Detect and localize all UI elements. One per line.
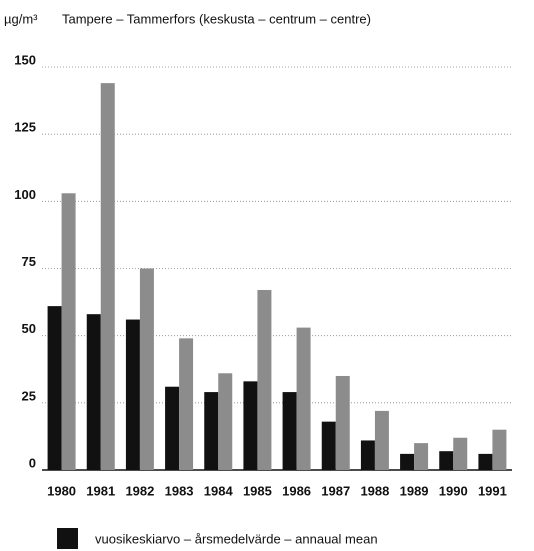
bar [179, 338, 194, 470]
bar [296, 327, 311, 470]
bar [400, 453, 415, 470]
bar [165, 386, 180, 470]
x-tick-label: 1985 [243, 483, 272, 498]
bar [492, 429, 507, 470]
bar [61, 193, 76, 471]
bar [47, 306, 62, 470]
bar [453, 437, 468, 470]
y-tick-label: 125 [14, 120, 36, 135]
bar [86, 314, 101, 470]
x-tick-label: 1988 [360, 483, 389, 498]
x-tick-label: 1987 [321, 483, 350, 498]
x-tick-label: 1991 [478, 483, 507, 498]
x-tick-label: 1983 [165, 483, 194, 498]
x-tick-label: 1990 [439, 483, 468, 498]
bar [125, 319, 140, 470]
bar [414, 443, 429, 470]
x-tick-label: 1980 [47, 483, 76, 498]
bar [360, 440, 375, 470]
bar [439, 451, 454, 470]
legend-swatch [57, 528, 78, 549]
bar [218, 373, 233, 470]
y-tick-label: 75 [22, 254, 36, 269]
x-tick-label: 1986 [282, 483, 311, 498]
bar [243, 381, 258, 470]
x-tick-label: 1984 [204, 483, 234, 498]
x-tick-label: 1982 [125, 483, 154, 498]
legend-label: vuosikeskiarvo – årsmedelvärde – annaual… [95, 531, 378, 546]
bar [321, 421, 336, 470]
y-tick-label: 100 [14, 187, 36, 202]
y-axis-label: µg/m³ [4, 11, 38, 26]
y-tick-label: 0 [29, 455, 36, 470]
y-tick-label: 25 [22, 388, 36, 403]
x-tick-label: 1981 [86, 483, 115, 498]
bar [374, 410, 389, 470]
bar [335, 375, 350, 470]
bar [139, 268, 154, 470]
x-tick-label: 1989 [400, 483, 429, 498]
bar [282, 392, 297, 470]
bar [204, 392, 219, 470]
bar [478, 453, 493, 470]
chart-title: Tampere – Tammerfors (keskusta – centrum… [62, 11, 371, 26]
y-tick-label: 50 [22, 321, 36, 336]
bar [257, 289, 272, 470]
bar [100, 83, 115, 471]
y-tick-label: 150 [14, 52, 36, 67]
